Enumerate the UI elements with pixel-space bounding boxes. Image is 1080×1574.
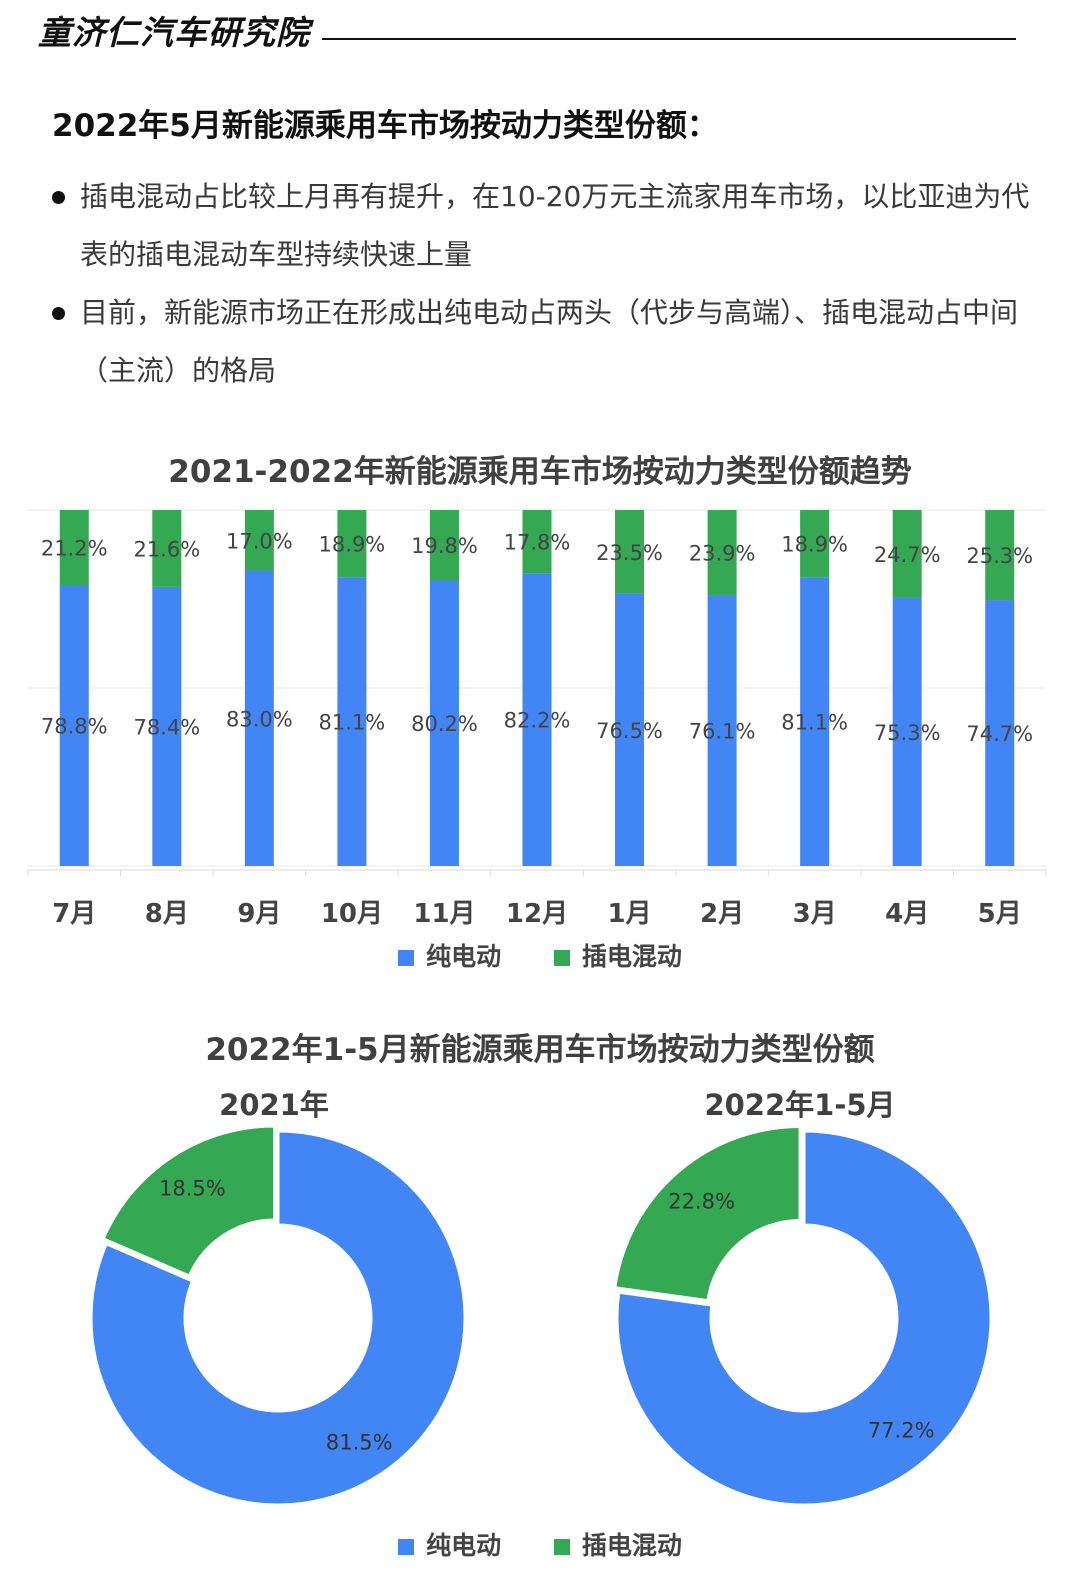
bar-bev <box>59 585 89 866</box>
data-label-bev: 81.1% <box>319 711 386 735</box>
donut-legend: 纯电动 插电混动 <box>0 1526 1080 1562</box>
data-label-phev: 25.3% <box>966 544 1033 568</box>
bar-bev <box>985 600 1015 866</box>
x-tick-label: 10月 <box>321 899 383 929</box>
legend-label-bev: 纯电动 <box>426 942 502 971</box>
data-label-phev: 21.2% <box>41 537 108 561</box>
bullet-item: 插电混动占比较上月再有提升，在10-20万元主流家用车市场，以比亚迪为代表的插电… <box>52 168 1042 284</box>
donut-label-bev: 77.2% <box>868 1419 935 1443</box>
x-tick-label: 11月 <box>413 899 475 929</box>
bullet-list: 插电混动占比较上月再有提升，在10-20万元主流家用车市场，以比亚迪为代表的插电… <box>52 168 1042 400</box>
legend-item-bev: 纯电动 <box>398 1526 501 1562</box>
bar-bev <box>337 577 367 866</box>
data-label-phev: 19.8% <box>411 534 478 558</box>
bar-phev <box>800 510 830 578</box>
data-label-phev: 17.8% <box>504 531 571 555</box>
bar-bev <box>892 597 922 866</box>
bullet-dot-icon <box>52 307 65 320</box>
x-tick-label: 2月 <box>700 899 744 929</box>
legend-label-phev: 插电混动 <box>581 1531 682 1560</box>
bar-phev <box>59 510 89 586</box>
x-tick-label: 4月 <box>885 899 929 929</box>
x-tick-label: 3月 <box>793 899 837 929</box>
x-tick-label: 12月 <box>506 899 568 929</box>
donut-slice-bev <box>89 1129 467 1507</box>
data-label-bev: 76.1% <box>689 720 756 744</box>
section-heading: 2022年5月新能源乘用车市场按动力类型份额： <box>52 108 718 144</box>
legend-item-phev: 插电混动 <box>553 937 682 973</box>
bar-phev <box>707 510 737 596</box>
bullet-text: 插电混动占比较上月再有提升，在10-20万元主流家用车市场，以比亚迪为代表的插电… <box>80 180 1030 271</box>
data-label-phev: 18.9% <box>781 533 848 557</box>
data-label-bev: 74.7% <box>966 722 1033 746</box>
x-tick-label: 9月 <box>237 899 281 929</box>
bullet-item: 目前，新能源市场正在形成出纯电动占两头（代步与高端）、插电混动占中间（主流）的格… <box>52 284 1042 400</box>
brand-title: 童济仁汽车研究院 <box>38 13 310 52</box>
legend-swatch-phev <box>553 950 570 966</box>
data-label-phev: 24.7% <box>874 543 941 567</box>
bar-phev <box>892 510 922 598</box>
bar-phev <box>429 510 459 581</box>
bar-phev <box>615 510 645 594</box>
bar-bev <box>800 577 830 866</box>
x-tick-label: 5月 <box>978 899 1022 929</box>
donut-slice-bev <box>615 1129 993 1507</box>
data-label-phev: 23.5% <box>596 541 663 565</box>
bar-phev <box>522 510 552 574</box>
donut-slice-phev <box>613 1124 802 1303</box>
legend-label-phev: 插电混动 <box>581 942 682 971</box>
bar-bev <box>707 595 737 866</box>
bar-chart-legend: 纯电动 插电混动 <box>0 937 1080 973</box>
data-label-bev: 76.5% <box>596 719 663 743</box>
bar-bev <box>522 573 552 866</box>
data-label-bev: 80.2% <box>411 712 478 736</box>
data-label-bev: 78.8% <box>41 715 108 739</box>
bar-bev <box>429 580 459 866</box>
bullet-text: 目前，新能源市场正在形成出纯电动占两头（代步与高端）、插电混动占中间（主流）的格… <box>80 296 1019 387</box>
data-label-bev: 75.3% <box>874 721 941 745</box>
header-divider <box>322 38 1016 40</box>
donut-title-2022: 2022年1-5月 <box>704 1088 896 1122</box>
bar-phev <box>985 510 1015 601</box>
bar-chart-title: 2021-2022年新能源乘用车市场按动力类型份额趋势 <box>168 454 912 490</box>
data-label-phev: 18.9% <box>319 533 386 557</box>
bar-bev <box>615 593 645 866</box>
donut-label-bev: 81.5% <box>326 1431 393 1455</box>
legend-item-phev: 插电混动 <box>553 1526 682 1562</box>
bar-bev <box>152 586 182 866</box>
data-label-phev: 17.0% <box>226 529 293 553</box>
donut-section-title: 2022年1-5月新能源乘用车市场按动力类型份额 <box>205 1032 875 1068</box>
legend-swatch-phev <box>553 1539 570 1555</box>
donut-slice-phev <box>101 1124 277 1279</box>
data-label-phev: 23.9% <box>689 542 756 566</box>
bar-bev <box>244 570 274 866</box>
data-label-bev: 78.4% <box>133 715 200 739</box>
data-label-bev: 82.2% <box>504 709 571 733</box>
legend-swatch-bev <box>398 950 415 966</box>
data-label-bev: 81.1% <box>781 711 848 735</box>
x-tick-label: 1月 <box>607 899 651 929</box>
legend-item-bev: 纯电动 <box>398 937 501 973</box>
legend-swatch-bev <box>398 1539 415 1555</box>
bar-phev <box>337 510 367 578</box>
legend-label-bev: 纯电动 <box>426 1531 502 1560</box>
data-label-bev: 83.0% <box>226 707 293 731</box>
bar-phev <box>244 510 274 571</box>
stacked-bar-chart: 78.8% 21.2% 7月 78.4% 21.6% 8月 83.0% 17.0% 9月 81.1… <box>27 509 1047 929</box>
bullet-dot-icon <box>52 191 65 204</box>
x-tick-label: 7月 <box>52 899 96 929</box>
bar-phev <box>152 510 182 587</box>
donut-charts: 81.5% 18.5% 77.2% 22.8% <box>89 1124 993 1507</box>
donut-label-phev: 18.5% <box>159 1177 226 1201</box>
data-label-phev: 21.6% <box>133 537 200 561</box>
donut-title-2021: 2021年 <box>219 1088 329 1122</box>
x-tick-label: 8月 <box>145 899 189 929</box>
donut-label-phev: 22.8% <box>668 1189 735 1213</box>
